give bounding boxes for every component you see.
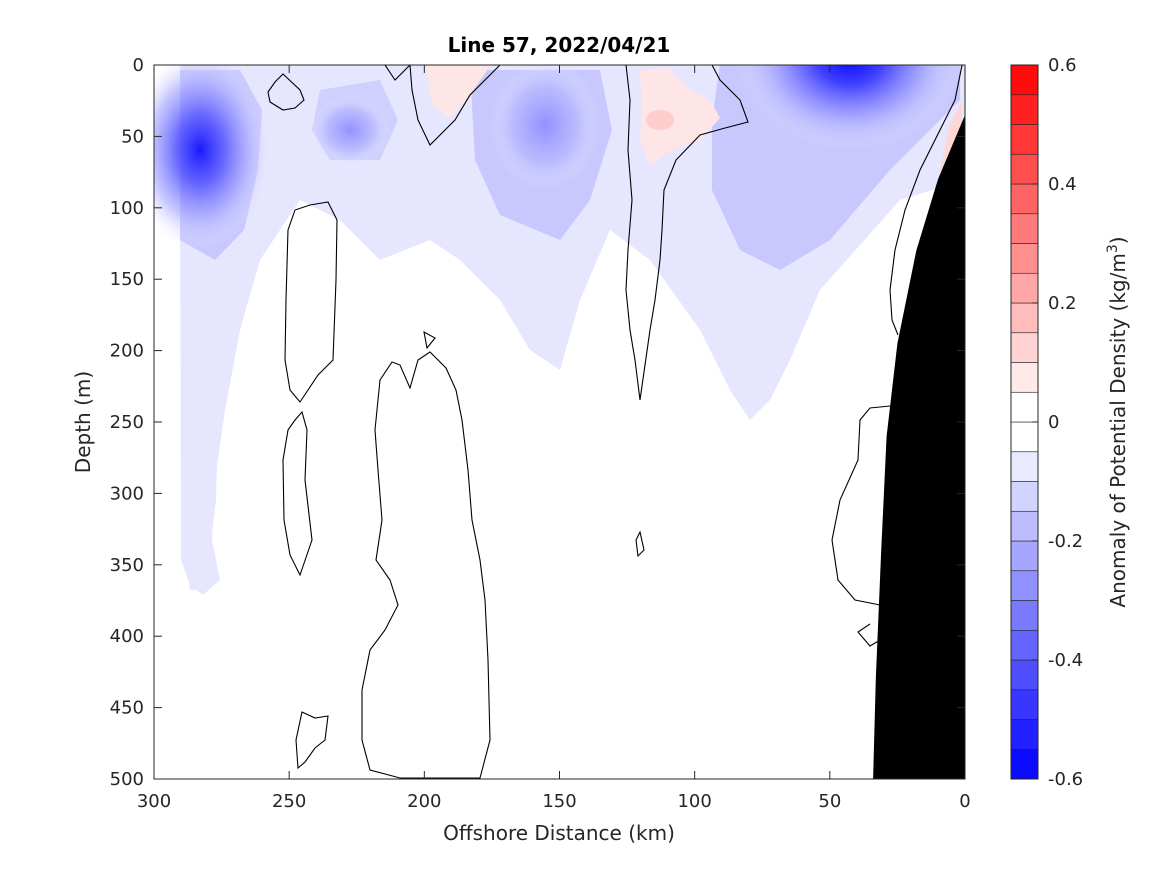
contour-line bbox=[409, 65, 501, 146]
y-tick-label: 0 bbox=[133, 55, 144, 76]
anomaly-region-pink-center bbox=[640, 68, 720, 165]
y-tick-label: 250 bbox=[110, 412, 144, 433]
contour-line bbox=[423, 330, 436, 350]
y-tick-label: 150 bbox=[110, 269, 144, 290]
y-tick-label: 450 bbox=[110, 698, 144, 719]
x-tick-label: 0 bbox=[959, 791, 970, 812]
colorbar-swatch bbox=[1010, 302, 1039, 334]
contour-line bbox=[889, 65, 963, 336]
contour-line bbox=[857, 623, 881, 647]
anomaly-core-right bbox=[735, 65, 965, 170]
x-axis-label: Offshore Distance (km) bbox=[443, 821, 675, 845]
colorbar-label: Anomaly of Potential Density (kg/m3) bbox=[1105, 236, 1130, 607]
colorbar-swatch bbox=[1010, 124, 1039, 155]
y-tick-label: 350 bbox=[110, 555, 144, 576]
contour-line bbox=[282, 410, 313, 577]
plot-area bbox=[154, 65, 965, 779]
colorbar-swatch bbox=[1010, 451, 1039, 482]
y-tick-label: 200 bbox=[110, 341, 144, 362]
colorbar-swatch bbox=[1010, 421, 1039, 453]
colorbar-swatch bbox=[1010, 629, 1039, 661]
y-tick-label: 400 bbox=[110, 626, 144, 647]
contour-line bbox=[831, 405, 891, 606]
colorbar-swatch bbox=[1010, 719, 1039, 750]
colorbar-swatch bbox=[1010, 510, 1039, 542]
y-axis-ticks: 0 50 100 150 200 250 300 350 400 450 500 bbox=[110, 55, 965, 790]
colorbar-tick-label: 0.2 bbox=[1048, 293, 1077, 314]
y-tick-label: 50 bbox=[121, 126, 144, 147]
contour-line bbox=[635, 530, 645, 558]
colorbar-swatch bbox=[1010, 243, 1039, 274]
colorbar-label-text: Anomaly of Potential Density (kg/m bbox=[1106, 253, 1130, 607]
y-tick-label: 300 bbox=[110, 483, 144, 504]
anomaly-core-pink bbox=[646, 110, 674, 130]
colorbar-swatch bbox=[1010, 659, 1039, 691]
colorbar-swatch bbox=[1010, 94, 1039, 125]
contour-line bbox=[295, 711, 329, 770]
contour-line bbox=[361, 351, 491, 779]
colorbar-swatch bbox=[1010, 153, 1039, 185]
colorbar-tick-label: 0.4 bbox=[1048, 174, 1077, 195]
colorbar-ticks: 0.6 0.4 0.2 0 -0.2 -0.4 -0.6 bbox=[1032, 55, 1083, 790]
colorbar-swatch bbox=[1010, 183, 1039, 215]
colorbar-tick-label: -0.6 bbox=[1048, 769, 1083, 790]
colorbar-swatch bbox=[1010, 362, 1039, 393]
contour-line bbox=[284, 201, 338, 403]
colorbar-tick-label: 0 bbox=[1048, 412, 1059, 433]
x-tick-label: 50 bbox=[818, 791, 841, 812]
colorbar-label-sup: 3 bbox=[1105, 244, 1121, 253]
colorbar-swatch bbox=[1010, 748, 1039, 780]
contour-line bbox=[267, 73, 305, 111]
y-tick-label: 100 bbox=[110, 198, 144, 219]
y-tick-label: 500 bbox=[110, 769, 144, 790]
x-tick-label: 250 bbox=[272, 791, 306, 812]
bathymetry bbox=[873, 115, 965, 779]
anomaly-region-pink-top bbox=[426, 66, 490, 118]
colorbar-swatch bbox=[1010, 689, 1039, 720]
chart-title: Line 57, 2022/04/21 bbox=[448, 33, 671, 57]
colorbar-tick-label: -0.4 bbox=[1048, 650, 1083, 671]
anomaly-core-center bbox=[490, 65, 600, 190]
y-axis-label: Depth (m) bbox=[71, 371, 95, 473]
x-tick-label: 300 bbox=[137, 791, 171, 812]
contour-line bbox=[384, 65, 411, 81]
zero-contours bbox=[267, 65, 963, 779]
colorbar-swatch bbox=[1010, 481, 1039, 512]
colorbar-label-close: ) bbox=[1106, 236, 1130, 244]
colorbar-tick-label: -0.2 bbox=[1048, 531, 1083, 552]
colorbar-swatch bbox=[1010, 391, 1039, 423]
anomaly-core-small bbox=[310, 95, 390, 165]
colorbar-tick-label: 0.6 bbox=[1048, 55, 1077, 76]
colorbar-swatch bbox=[1010, 213, 1039, 244]
anomaly-core-left bbox=[154, 65, 270, 250]
x-axis-ticks: 300 250 200 150 100 50 0 bbox=[137, 65, 971, 812]
x-tick-label: 200 bbox=[407, 791, 441, 812]
x-tick-label: 150 bbox=[542, 791, 576, 812]
colorbar-swatch bbox=[1010, 272, 1039, 304]
contour-line bbox=[625, 65, 749, 401]
anomaly-region-blue-left bbox=[180, 150, 232, 590]
colorbar-swatch bbox=[1010, 570, 1039, 601]
colorbar-swatch bbox=[1010, 600, 1039, 631]
x-tick-label: 100 bbox=[677, 791, 711, 812]
colorbar-swatch bbox=[1010, 332, 1039, 363]
colorbar-swatch bbox=[1010, 64, 1039, 96]
colorbar-swatch bbox=[1010, 540, 1039, 572]
